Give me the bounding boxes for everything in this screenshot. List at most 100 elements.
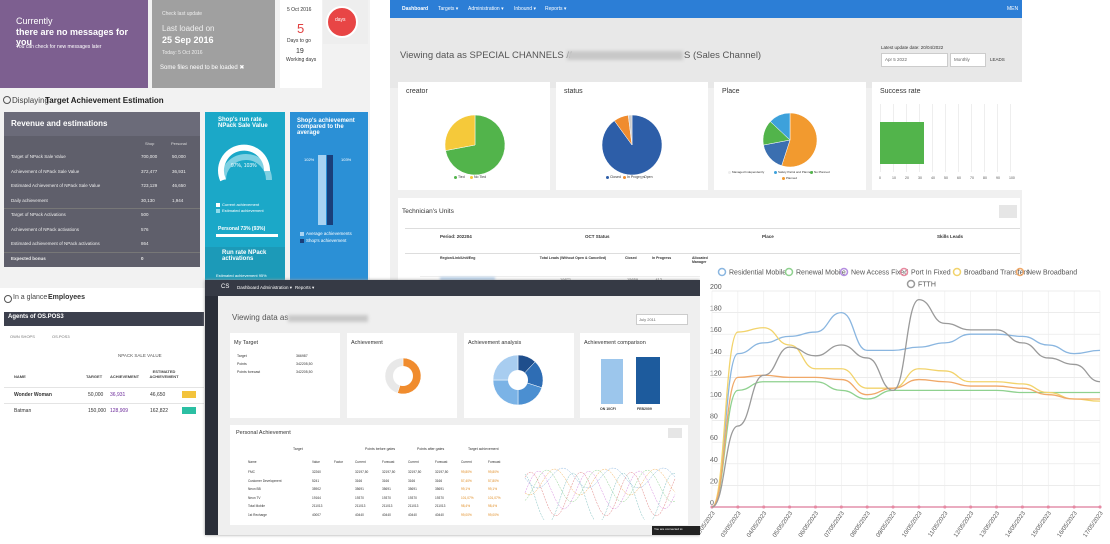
mid-date-text: July 2011 bbox=[639, 317, 656, 322]
revenue-label: Expected bonus bbox=[11, 255, 46, 261]
card-title: status bbox=[564, 88, 583, 95]
personal-cell: 99,00% bbox=[488, 512, 499, 517]
run-rate-legend: Current achievement bbox=[222, 202, 260, 207]
revenue-value: 30,130 bbox=[141, 197, 155, 203]
revenue-label: Achievement of NPack Sale Value bbox=[11, 168, 80, 174]
personal-col: Factor bbox=[334, 460, 344, 464]
personal-cell: 3166 bbox=[435, 478, 443, 483]
graphic bbox=[762, 112, 818, 168]
success-bar bbox=[880, 122, 924, 164]
run-rate-gauge: 97%, 103% bbox=[231, 163, 257, 169]
revenue-value: 576 bbox=[141, 226, 149, 232]
personal-col: Forecast bbox=[382, 460, 395, 464]
personal-cell: 35691 bbox=[355, 487, 364, 491]
units-cell: 15659 bbox=[627, 277, 638, 282]
personal-cell: 35691 bbox=[408, 487, 417, 491]
point-marker bbox=[917, 505, 921, 509]
personal-cell: 99,80% bbox=[488, 470, 499, 474]
countdown-days-label: Days to go bbox=[287, 38, 311, 44]
units-group: Period: 202204 bbox=[440, 234, 472, 239]
legend-marker bbox=[1015, 267, 1025, 277]
personal-cell: 211013 bbox=[382, 504, 393, 508]
top-nav bbox=[390, 0, 1022, 18]
personal-col: Current bbox=[355, 460, 366, 464]
revenue-label: Achievement of NPack activations bbox=[11, 226, 80, 232]
legend-marker bbox=[952, 267, 962, 277]
section-prefix: Displaying bbox=[12, 96, 49, 105]
personal-cell: FMC bbox=[248, 470, 255, 474]
glance-col: ESTIMATED ACHIEVEMENT bbox=[149, 369, 179, 379]
countdown-box bbox=[280, 0, 322, 88]
y-tick-label: 100 bbox=[710, 392, 722, 399]
footer-bar bbox=[652, 526, 700, 535]
revenue-col: Shop bbox=[145, 141, 155, 146]
compare-bar-avg bbox=[318, 155, 326, 225]
glance-cell: Wonder Woman bbox=[14, 392, 52, 398]
x-tick-label: 90 bbox=[996, 176, 1000, 180]
glance-col: TARGET bbox=[86, 374, 103, 379]
nav-item: Inbound ▾ bbox=[514, 6, 536, 12]
personal-col: Name bbox=[248, 460, 257, 464]
revenue-label: Daily achievement bbox=[11, 197, 48, 203]
compare-legend: Average achievements bbox=[306, 231, 352, 236]
date-value: Apr 5 2022 bbox=[885, 57, 908, 62]
personal-col: Value bbox=[312, 460, 320, 464]
personal-col: Current bbox=[461, 460, 472, 464]
personal-cell: 35902 bbox=[312, 487, 321, 491]
run-rate-title: Shop's run rate NPack Sale Value bbox=[218, 117, 268, 129]
run-rate-title-2: Run rate NPack activations bbox=[222, 250, 267, 262]
units-col: In Progress bbox=[652, 256, 672, 260]
y-tick-label: 20 bbox=[710, 478, 718, 485]
personal-cell: 32197,50 bbox=[355, 470, 369, 474]
update-sub: Today: 5 Oct 2016 bbox=[162, 50, 203, 56]
personal-col: Current bbox=[408, 460, 419, 464]
revenue-value: 864 bbox=[141, 241, 149, 246]
mid-date bbox=[636, 314, 688, 325]
card-title: creator bbox=[406, 88, 428, 95]
revenue-value: 50,000 bbox=[172, 154, 186, 159]
x-tick-label: 02/05/2023 bbox=[700, 510, 717, 539]
legend-dot bbox=[810, 171, 813, 174]
revenue-value: 500 bbox=[141, 212, 149, 217]
units-cell: -412 bbox=[654, 277, 662, 282]
y-tick-label: 200 bbox=[710, 284, 722, 291]
countdown-days: 5 bbox=[297, 21, 305, 36]
section-icon bbox=[3, 96, 11, 104]
personal-cell: 98,4% bbox=[461, 504, 471, 508]
units-group: Place bbox=[762, 234, 774, 239]
pie-legend: Planned bbox=[786, 176, 798, 180]
bar-label: ON 10CFI bbox=[600, 407, 616, 411]
revenue-label: Estimated achievement of NPack activatio… bbox=[11, 241, 100, 246]
personal-group: Target achievement bbox=[468, 447, 499, 451]
x-tick-label: 20 bbox=[905, 176, 909, 180]
personal-cell: 40007 bbox=[312, 512, 321, 517]
trend-line bbox=[524, 470, 676, 510]
nav-item: Administration ▾ bbox=[468, 6, 504, 12]
trend-line bbox=[524, 471, 676, 517]
units-cell: 19871 bbox=[560, 277, 571, 282]
y-tick-label: 80 bbox=[710, 414, 718, 421]
x-tick-label: 80 bbox=[983, 176, 987, 180]
y-tick-label: 160 bbox=[710, 327, 722, 334]
target-cell: Points forecast bbox=[237, 370, 261, 374]
personal-cell: 3166 bbox=[382, 478, 390, 483]
revenue-col: Personal bbox=[171, 141, 187, 146]
x-tick-label: 30 bbox=[918, 176, 922, 180]
revenue-value: 46,650 bbox=[172, 183, 186, 188]
messages-title-bold: there are no messages for you bbox=[16, 27, 129, 47]
glance-tag bbox=[182, 391, 196, 398]
legend-marker bbox=[899, 267, 909, 277]
target-cell: Target bbox=[237, 354, 247, 358]
download-btn bbox=[999, 205, 1017, 218]
legend-label: Residential Mobile bbox=[729, 270, 786, 277]
glance-tab: OS.POS3 bbox=[52, 334, 70, 339]
personal-group: Points after gates bbox=[417, 447, 445, 451]
x-tick-label: 50 bbox=[944, 176, 948, 180]
section-title: Target Achievement Estimation bbox=[45, 96, 164, 105]
trend-line bbox=[524, 472, 676, 520]
point-marker bbox=[839, 505, 843, 509]
x-tick-label: 12/05/2023 bbox=[953, 510, 976, 539]
x-tick-label: 10/05/2023 bbox=[901, 510, 924, 539]
pie-legend: Tied bbox=[458, 175, 465, 179]
